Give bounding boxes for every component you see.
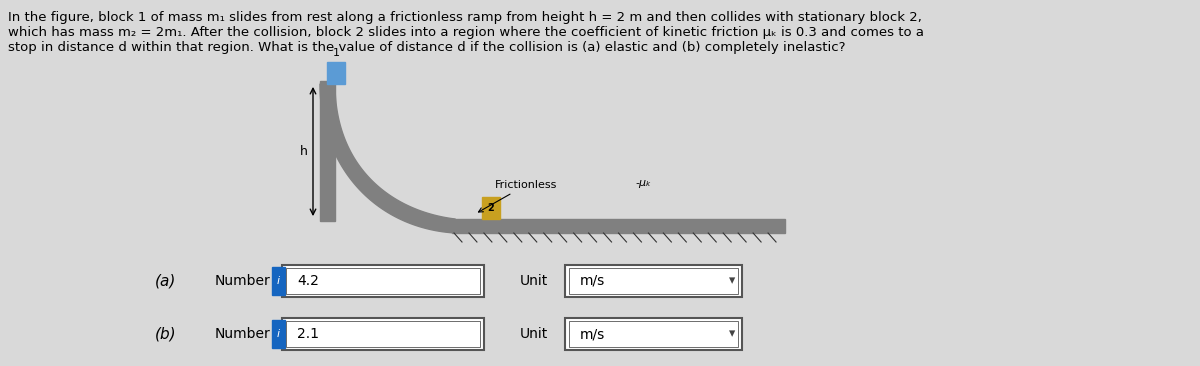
Text: (b): (b) [155, 326, 176, 341]
Text: In the figure, block 1 of mass m₁ slides from rest along a frictionless ramp fro: In the figure, block 1 of mass m₁ slides… [8, 11, 924, 54]
Text: Unit: Unit [520, 274, 548, 288]
Text: m/s: m/s [580, 327, 605, 341]
Text: Number: Number [215, 274, 271, 288]
FancyBboxPatch shape [282, 318, 484, 350]
Bar [326, 62, 346, 84]
Text: 2: 2 [487, 203, 494, 213]
Text: 2.1: 2.1 [298, 327, 319, 341]
Text: i: i [277, 329, 280, 339]
FancyBboxPatch shape [282, 265, 484, 297]
Text: ▾: ▾ [728, 274, 734, 288]
Polygon shape [320, 81, 335, 221]
Bar [272, 320, 286, 348]
FancyBboxPatch shape [565, 265, 742, 297]
FancyBboxPatch shape [569, 321, 738, 347]
FancyBboxPatch shape [565, 318, 742, 350]
Bar [482, 197, 500, 219]
Text: Frictionless: Frictionless [479, 180, 557, 212]
Polygon shape [320, 84, 455, 233]
Text: ▾: ▾ [728, 328, 734, 340]
FancyBboxPatch shape [569, 268, 738, 294]
Text: h: h [300, 145, 308, 157]
Polygon shape [452, 219, 785, 233]
Text: 1: 1 [332, 48, 340, 58]
Text: Number: Number [215, 327, 271, 341]
FancyBboxPatch shape [286, 268, 480, 294]
Bar [272, 267, 286, 295]
Text: -μₖ: -μₖ [635, 178, 650, 188]
Text: i: i [277, 276, 280, 286]
Text: (a): (a) [155, 273, 176, 288]
Text: m/s: m/s [580, 274, 605, 288]
FancyBboxPatch shape [286, 321, 480, 347]
Text: 4.2: 4.2 [298, 274, 319, 288]
Text: Unit: Unit [520, 327, 548, 341]
